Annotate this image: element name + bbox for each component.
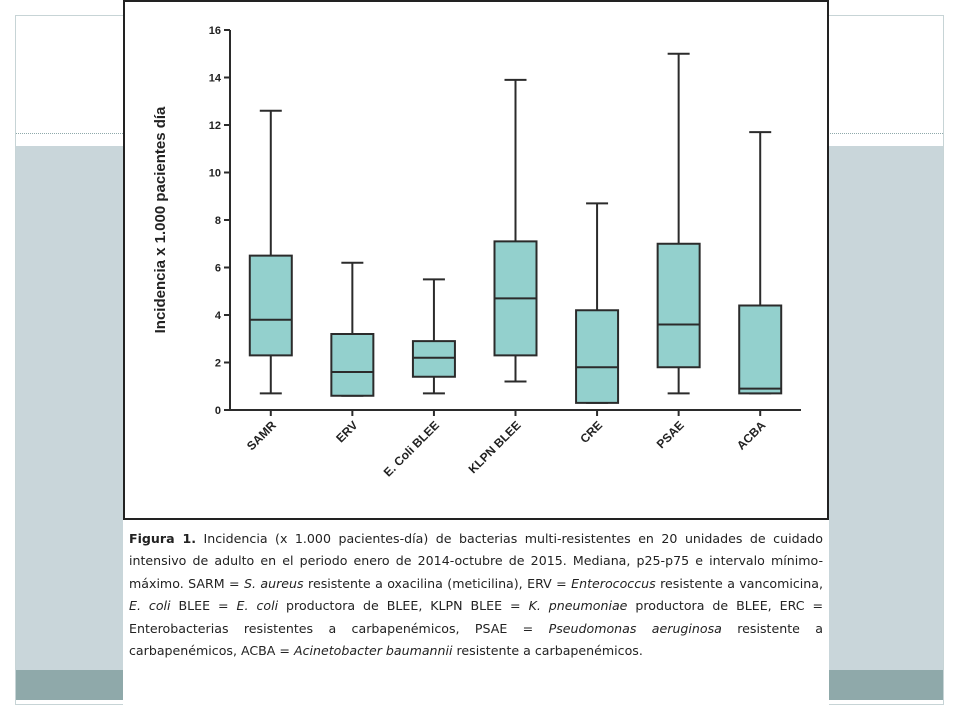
y-axis-title: Incidencia x 1.000 pacientes día: [152, 106, 169, 333]
y-tick-label-2: 2: [215, 358, 221, 370]
box-6-iqr: [656, 242, 701, 369]
box-7-iqr: [738, 304, 783, 395]
y-tick-label-4: 4: [215, 310, 222, 322]
caption-italic-5: K. pneumoniae: [528, 598, 628, 614]
caption-text-3: resistente a vancomicina,: [655, 575, 824, 591]
box-3-iqr: [411, 340, 456, 378]
caption-text-8: resistente a carbapenémicos.: [452, 643, 643, 659]
caption-italic-4: E. coli: [236, 598, 279, 614]
x-label-4: KLPN BLEE: [466, 418, 524, 476]
caption-italic-7: Acinetobacter baumannii: [293, 643, 453, 659]
y-tick-label-10: 10: [209, 168, 221, 180]
caption-text-2: resistente a oxacilina (meticilina), ERV…: [303, 575, 572, 591]
y-tick-label-12: 12: [209, 120, 221, 132]
caption-text-6: productora de BLEE, ERC = Enterobacteria…: [129, 598, 824, 636]
caption-text-7: resistente a carbapenémicos, ACBA =: [129, 620, 824, 659]
y-tick-label-14: 14: [209, 73, 222, 85]
x-label-7: ACBA: [734, 418, 769, 453]
x-label-3: E. Coli BLEE: [381, 418, 442, 479]
y-tick-label-8: 8: [215, 215, 221, 227]
y-tick-label-6: 6: [215, 263, 221, 275]
x-label-1: SAMR: [244, 418, 279, 453]
caption-italic-6: Pseudomonas aeruginosa: [548, 620, 722, 636]
x-label-5: CRE: [577, 418, 605, 446]
caption-label: Figura 1.: [129, 531, 197, 546]
caption-italic-1: S. aureus: [244, 575, 304, 591]
figure-caption: Figura 1. Incidencia (x 1.000 pacientes-…: [123, 520, 829, 720]
y-tick-label-16: 16: [209, 25, 221, 37]
box-2-iqr: [330, 333, 375, 397]
caption-italic-3: E. coli: [129, 598, 171, 614]
x-label-6: PSAE: [654, 418, 687, 451]
box-5-iqr: [575, 309, 620, 404]
box-1-iqr: [248, 254, 293, 357]
boxplot-chart: 0 2 4 6 8 10 12 14 16 Incidencia x 1.000 paciente…: [152, 25, 801, 480]
caption-italic-2: Enterococcus: [571, 575, 656, 591]
caption-text-4: BLEE =: [170, 598, 237, 614]
chart-figure: 0 2 4 6 8 10 12 14 16 Incidencia x 1.000 paciente…: [123, 0, 829, 520]
caption-text-5: productora de BLEE, KLPN BLEE =: [278, 598, 529, 614]
x-label-2: ERV: [333, 418, 360, 445]
caption-text-1: Incidencia (x 1.000 pacientes-día) de ba…: [129, 531, 823, 591]
y-tick-label-0: 0: [215, 405, 221, 417]
